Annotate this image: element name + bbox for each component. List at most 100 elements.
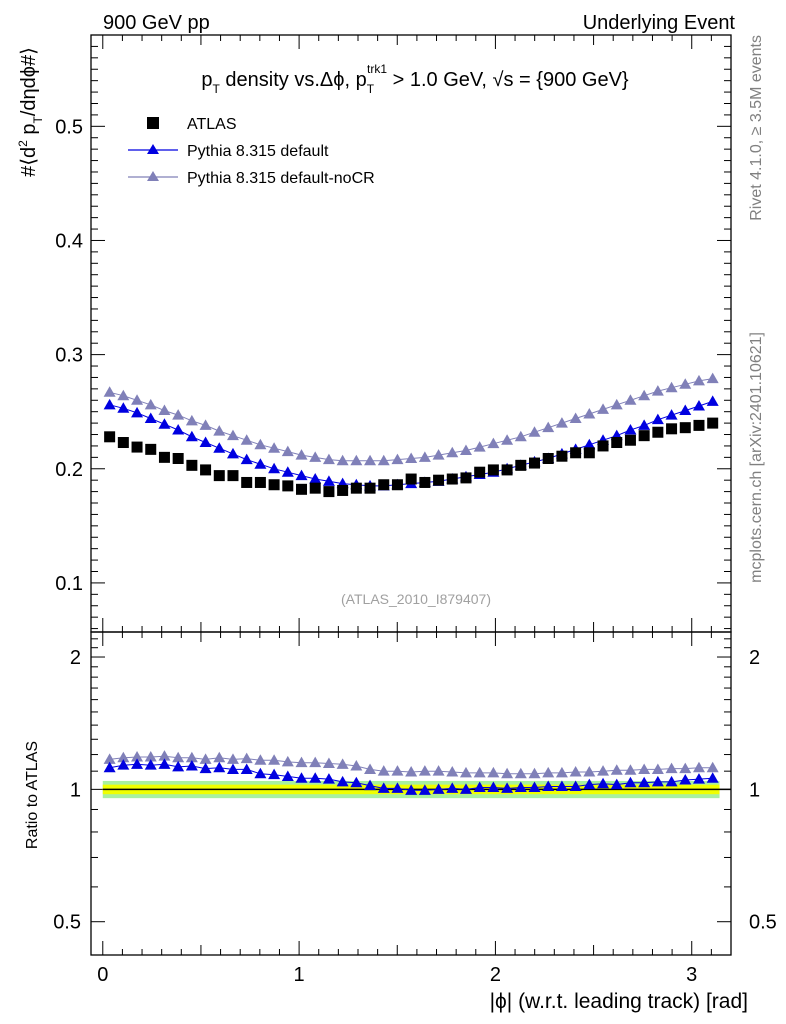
x-axis-label: |ϕ| (w.r.t. leading track) [rad] <box>490 990 748 1013</box>
main-marker-nocr <box>487 437 500 449</box>
main-marker-atlas <box>131 441 143 453</box>
ratio-marker-nocr <box>309 756 322 768</box>
ratio-marker-default <box>542 780 555 792</box>
main-marker-default <box>295 469 308 481</box>
main-marker-atlas <box>570 447 582 459</box>
main-marker-atlas <box>200 464 212 476</box>
main-ytick-label: 0.2 <box>55 459 83 481</box>
main-marker-atlas <box>104 431 116 443</box>
ratio-marker-default <box>268 768 281 780</box>
main-ylabel: #⟨d2 pT/dηdϕ#⟩ <box>16 47 45 177</box>
main-marker-default <box>665 409 678 420</box>
main-axis-ticks: 0.1 0.2 0.3 0.4 0.5 <box>55 35 731 632</box>
main-marker-default <box>281 466 294 477</box>
main-marker-nocr <box>240 434 253 445</box>
main-marker-nocr <box>501 434 514 445</box>
main-ytick-label: 0.1 <box>55 573 83 595</box>
ratio-marker-nocr <box>569 766 582 777</box>
main-marker-default <box>172 423 185 435</box>
main-marker-atlas <box>597 440 609 452</box>
ratio-marker-default <box>651 775 664 787</box>
main-marker-nocr <box>158 404 171 416</box>
main-marker-nocr <box>528 426 541 437</box>
main-marker-default <box>144 412 157 424</box>
ratio-marker-nocr <box>473 766 486 778</box>
ratio-marker-default <box>199 762 212 774</box>
main-marker-nocr <box>364 454 377 466</box>
main-marker-default <box>624 423 637 435</box>
ratio-marker-default <box>418 784 431 795</box>
ratio-marker-default <box>487 781 500 792</box>
main-marker-nocr <box>706 372 719 384</box>
main-marker-nocr <box>473 441 486 452</box>
main-marker-atlas <box>364 482 376 494</box>
ratio-marker-default <box>501 782 514 793</box>
ratio-marker-nocr <box>638 763 651 774</box>
ratio-marker-default <box>377 782 390 793</box>
ylabel-c: /dηdϕ#⟩ <box>18 47 40 116</box>
main-marker-atlas <box>227 470 239 482</box>
ratio-marker-default <box>226 763 239 774</box>
ratio-marker-default <box>240 763 253 774</box>
ratio-marker-nocr <box>199 753 212 764</box>
main-marker-atlas <box>693 419 705 431</box>
main-marker-nocr <box>350 454 363 466</box>
main-marker-nocr <box>322 453 335 465</box>
ratio-marker-default <box>610 778 623 790</box>
ratio-marker-nocr <box>665 762 678 774</box>
legend-atlas-marker <box>147 117 159 129</box>
main-marker-default <box>651 413 664 425</box>
ratio-marker-nocr <box>692 761 705 773</box>
ratio-ytick-label: 1 <box>70 779 81 801</box>
ratio-marker-nocr <box>268 754 281 765</box>
legend-nocr-marker <box>147 171 159 181</box>
ylabel-sup: 2 <box>16 140 30 147</box>
main-marker-nocr <box>624 394 637 405</box>
ratio-marker-nocr <box>679 762 692 774</box>
main-marker-atlas <box>391 479 403 491</box>
ratio-marker-nocr <box>117 751 130 763</box>
main-marker-nocr <box>569 412 582 424</box>
main-marker-default <box>638 419 651 430</box>
main-marker-atlas <box>529 457 541 469</box>
main-marker-nocr <box>391 453 404 465</box>
main-marker-atlas <box>501 464 513 476</box>
ratio-marker-nocr <box>295 756 308 768</box>
title-sub-2: T <box>367 82 375 96</box>
ratio-marker-default <box>309 772 322 783</box>
main-marker-atlas <box>611 437 623 449</box>
ratio-marker-default <box>405 784 418 795</box>
main-marker-atlas <box>145 443 157 455</box>
main-marker-atlas <box>172 452 184 464</box>
main-marker-default <box>254 458 267 469</box>
main-marker-atlas <box>638 430 650 442</box>
main-marker-nocr <box>405 452 418 463</box>
main-marker-nocr <box>432 449 445 460</box>
ylabel-sub: T <box>31 115 45 123</box>
main-marker-atlas <box>515 459 527 471</box>
main-marker-nocr <box>281 445 294 457</box>
main-marker-nocr <box>131 394 144 405</box>
main-line-nocr <box>109 378 713 462</box>
mcplots-label: mcplots.cern.ch [arXiv:2401.10621] <box>748 332 765 583</box>
ylabel-b: p <box>18 123 40 140</box>
legend-nocr-label: Pythia 8.315 default-noCR <box>187 170 375 187</box>
main-marker-nocr <box>144 398 157 410</box>
ratio-marker-nocr <box>213 751 226 763</box>
main-marker-nocr <box>679 378 692 389</box>
ratio-marker-nocr <box>583 766 596 777</box>
main-marker-nocr <box>213 425 226 436</box>
ratio-marker-default <box>336 775 349 787</box>
ratio-marker-nocr <box>158 750 171 761</box>
ratio-marker-nocr <box>226 753 239 764</box>
ratio-marker-nocr <box>185 751 198 763</box>
ratio-marker-nocr <box>336 758 349 769</box>
ratio-marker-nocr <box>172 751 185 763</box>
ratio-marker-nocr <box>418 765 431 776</box>
ratio-marker-default <box>624 776 637 788</box>
ratio-marker-default <box>254 767 267 779</box>
ratio-marker-default <box>391 782 404 793</box>
main-marker-default <box>213 442 226 453</box>
main-marker-atlas <box>583 447 595 459</box>
